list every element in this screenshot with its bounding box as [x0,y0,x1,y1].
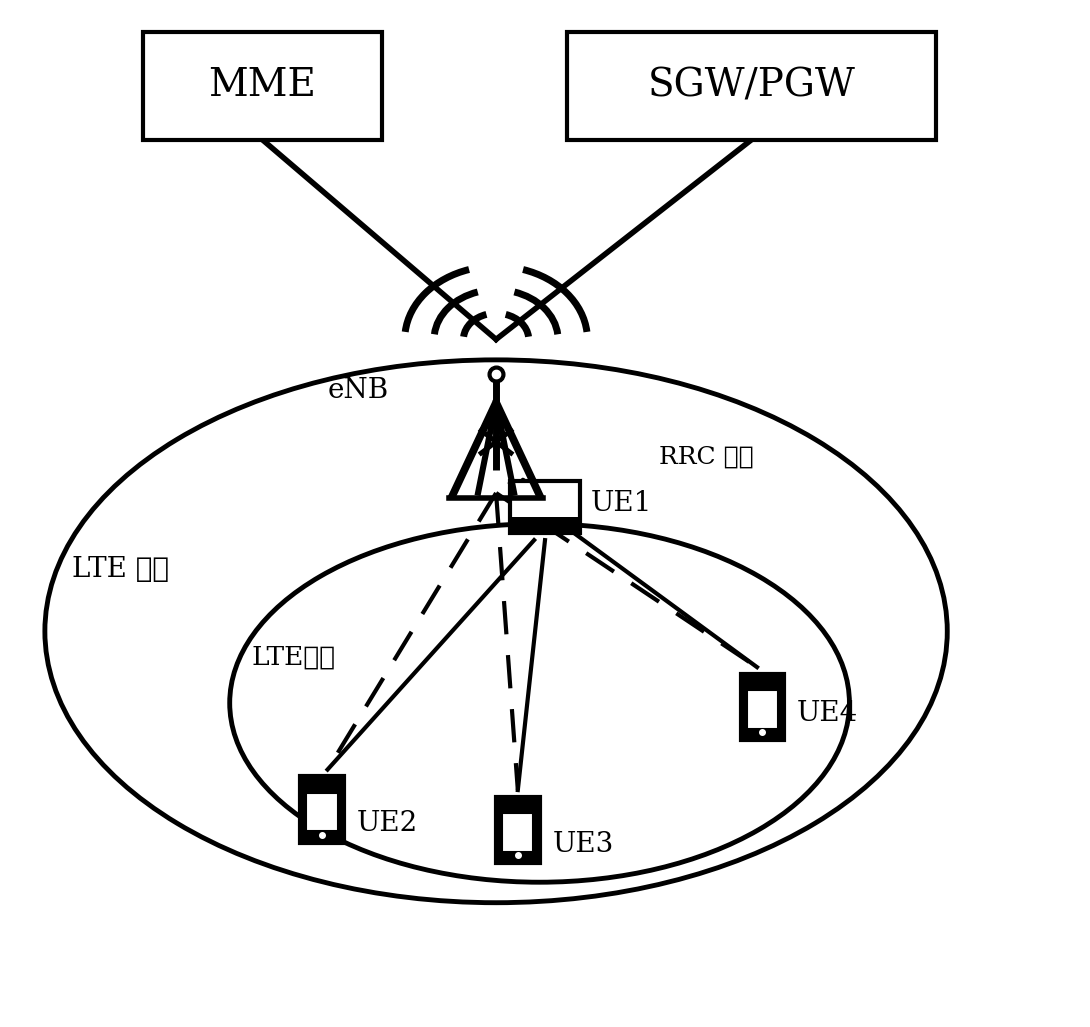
FancyBboxPatch shape [567,32,936,140]
Text: UE4: UE4 [797,699,859,727]
FancyBboxPatch shape [741,674,784,740]
Text: SGW/PGW: SGW/PGW [647,68,856,105]
FancyBboxPatch shape [143,32,382,140]
Ellipse shape [45,359,947,903]
Text: eNB: eNB [328,377,389,404]
Text: LTE小区: LTE小区 [252,644,336,670]
FancyBboxPatch shape [306,793,338,832]
Text: LTE 小区: LTE 小区 [72,557,169,583]
Text: UE2: UE2 [356,810,419,837]
FancyBboxPatch shape [496,797,540,864]
FancyBboxPatch shape [510,517,580,533]
FancyBboxPatch shape [301,776,343,843]
Text: UE1: UE1 [591,490,652,517]
Ellipse shape [230,524,849,882]
Text: RRC 连接: RRC 连接 [659,446,754,468]
Text: UE3: UE3 [553,831,614,858]
FancyBboxPatch shape [747,690,778,729]
FancyBboxPatch shape [510,481,580,533]
Text: MME: MME [208,68,316,105]
FancyBboxPatch shape [502,813,533,852]
